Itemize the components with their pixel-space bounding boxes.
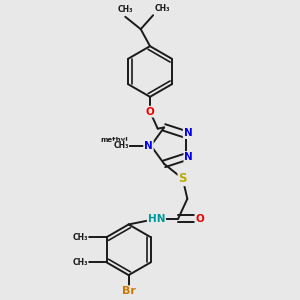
Text: CH₃: CH₃ [72, 258, 88, 267]
Text: CH₃: CH₃ [118, 5, 133, 14]
Text: Br: Br [122, 286, 136, 296]
Text: HN: HN [148, 214, 165, 224]
Text: O: O [195, 214, 204, 224]
Text: N: N [184, 128, 192, 138]
Text: methyl: methyl [100, 137, 128, 143]
Text: N: N [184, 152, 193, 162]
Text: S: S [178, 172, 187, 185]
Text: O: O [146, 107, 154, 117]
Text: CH₃: CH₃ [154, 4, 170, 13]
Text: CH₃: CH₃ [113, 141, 129, 150]
Text: N: N [144, 141, 153, 151]
Text: CH₃: CH₃ [72, 232, 88, 242]
